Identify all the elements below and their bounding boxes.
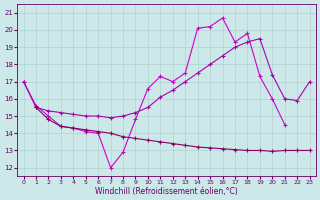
X-axis label: Windchill (Refroidissement éolien,°C): Windchill (Refroidissement éolien,°C) [95, 187, 238, 196]
